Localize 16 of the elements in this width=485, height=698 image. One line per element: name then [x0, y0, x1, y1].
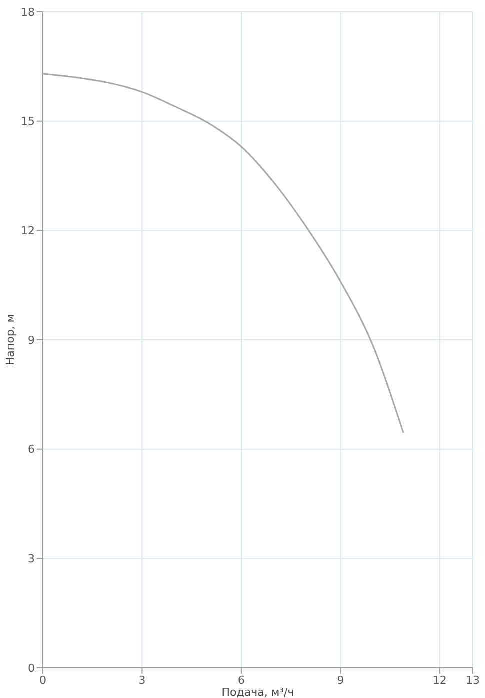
x-tick-label: 9	[337, 674, 344, 687]
x-tick-label: 12	[432, 674, 447, 687]
y-tick-label: 3	[28, 552, 35, 566]
y-axis-title: Напор, м	[4, 314, 17, 366]
line-series	[43, 73, 404, 434]
x-tick-label: 13	[466, 674, 480, 687]
x-tick-label: 0	[40, 674, 46, 687]
x-axis-title: Подача, м³/ч	[222, 686, 294, 698]
x-tick-label: 3	[138, 674, 146, 687]
y-tick-label: 0	[28, 662, 35, 675]
x-tick-label: 6	[238, 674, 245, 687]
y-tick-label: 9	[28, 334, 35, 347]
y-tick-label: 18	[21, 6, 35, 19]
y-tick-label: 15	[21, 115, 35, 128]
y-tick-label: 6	[28, 443, 35, 456]
y-tick-label: 12	[21, 224, 35, 238]
